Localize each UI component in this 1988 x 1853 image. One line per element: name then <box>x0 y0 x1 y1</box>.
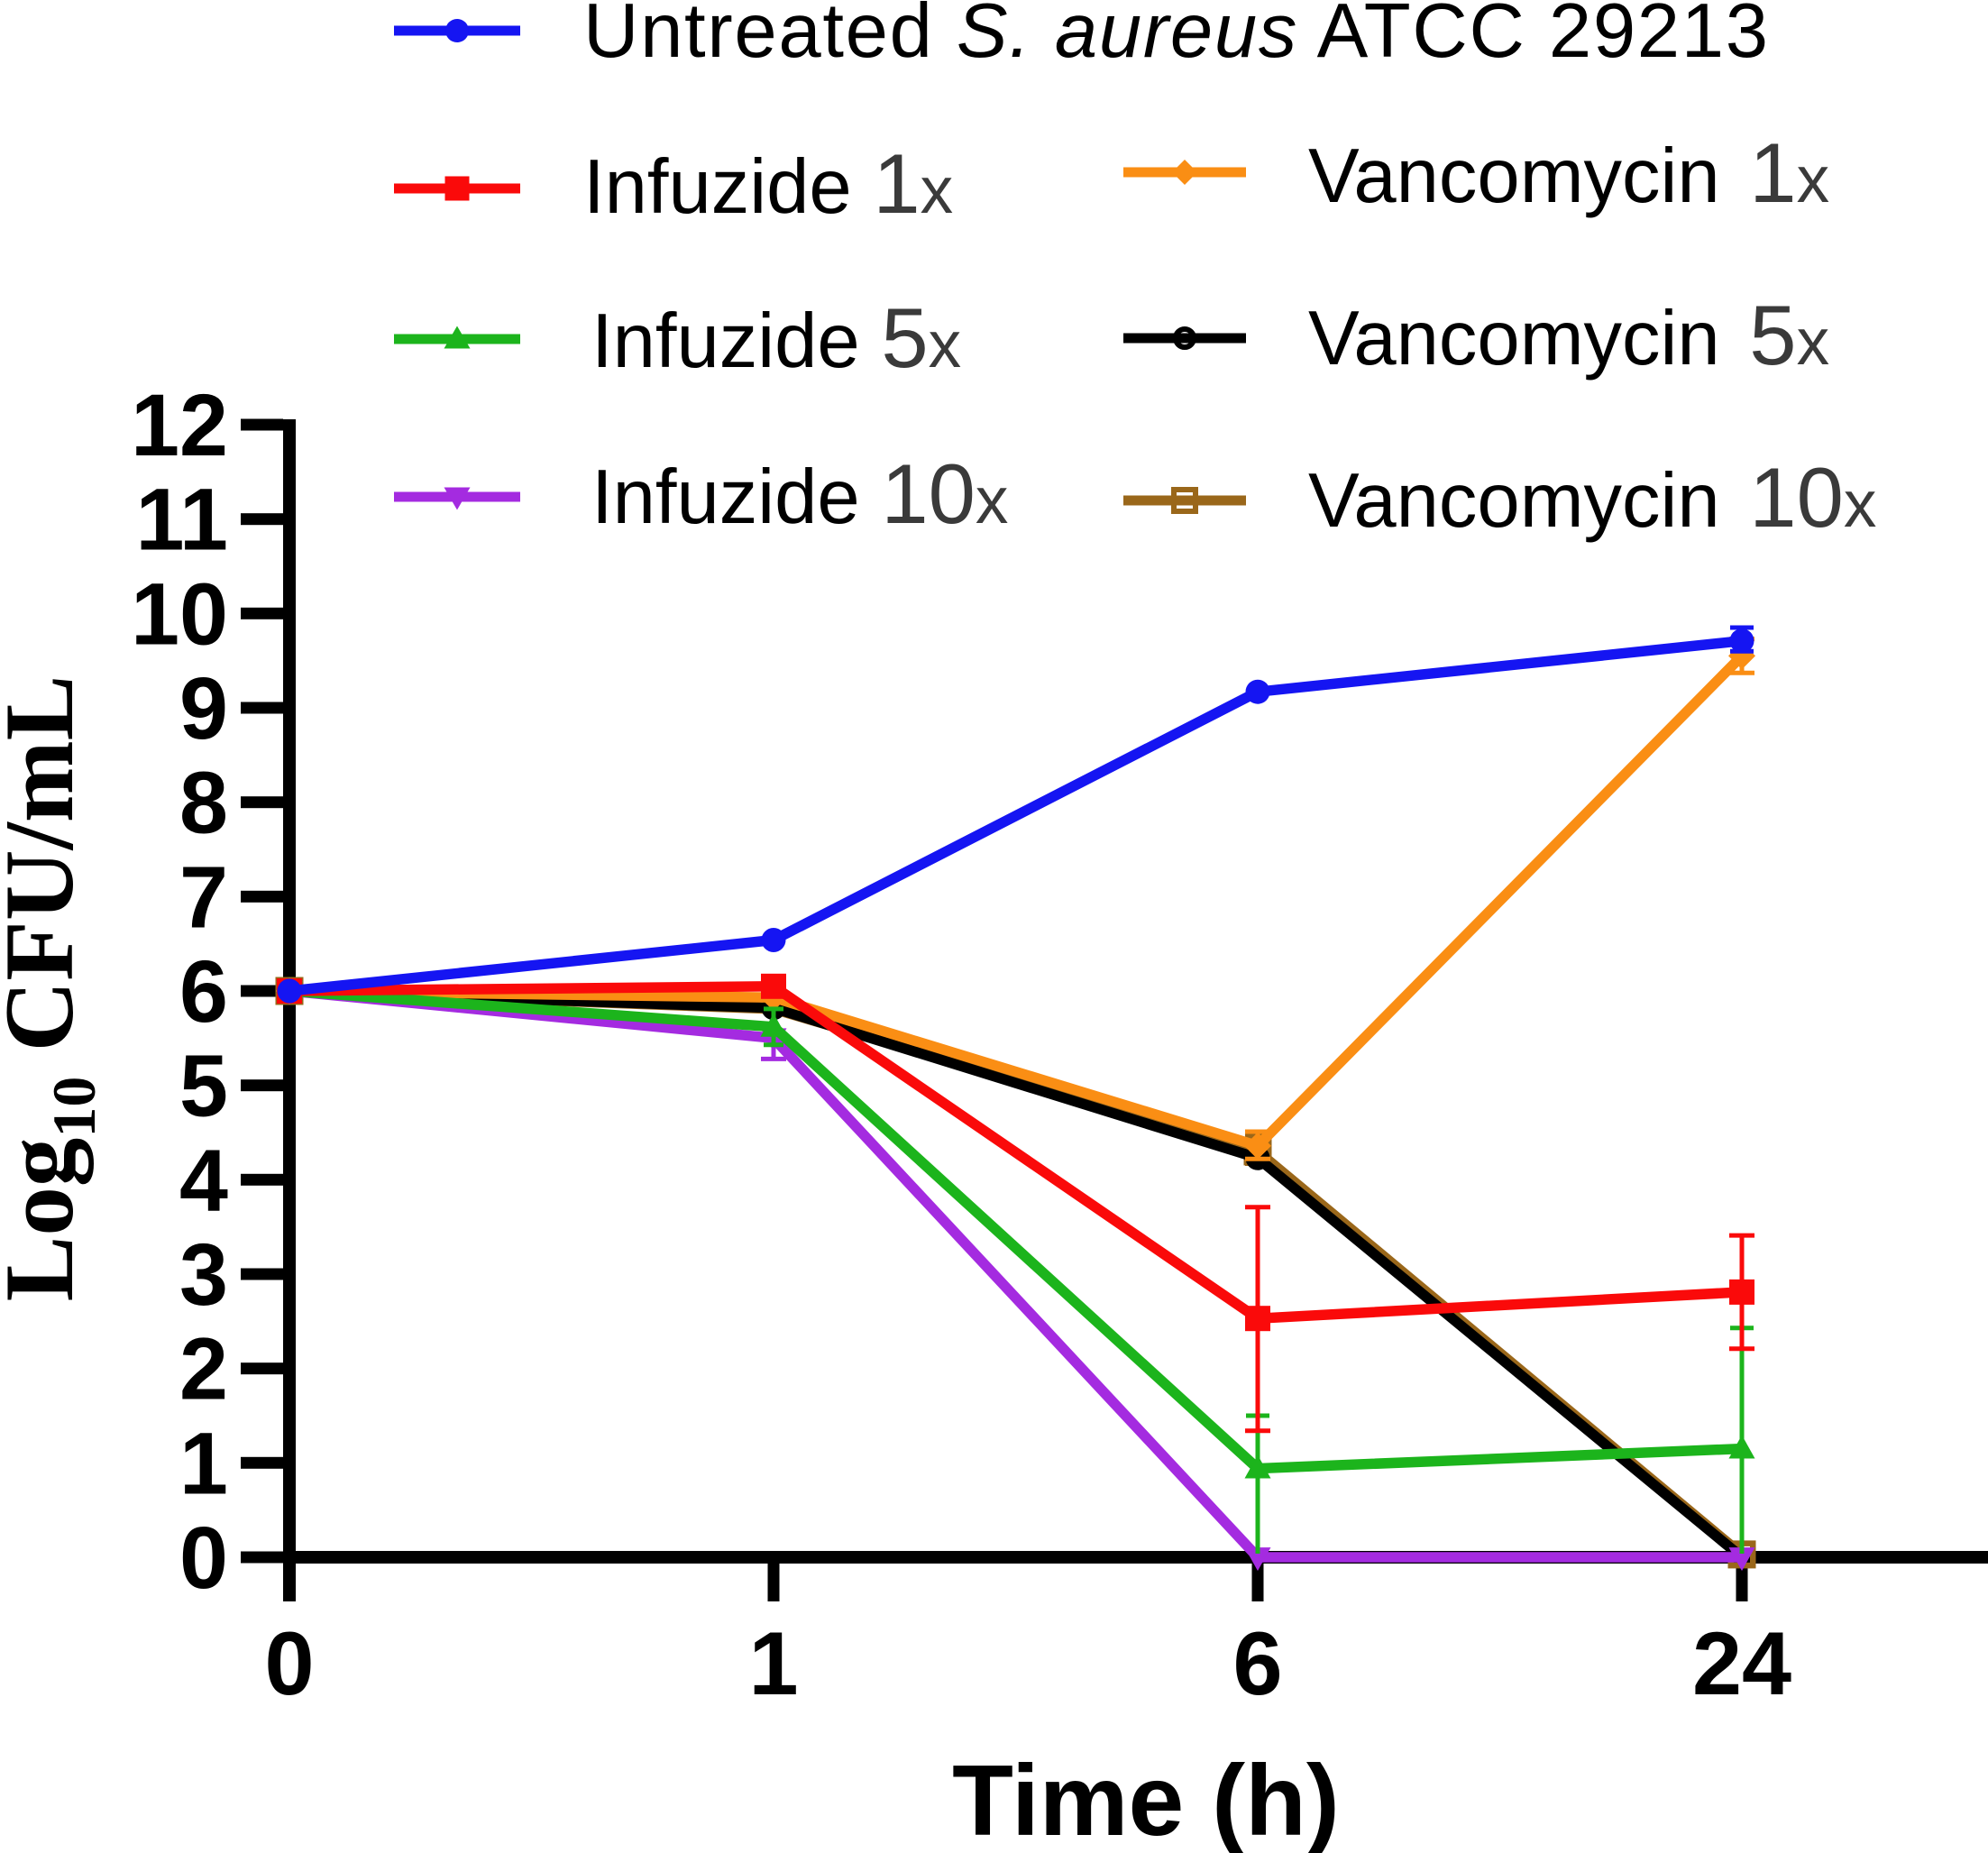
svg-text:24: 24 <box>1692 1613 1791 1713</box>
svg-text:11: 11 <box>135 471 228 569</box>
svg-text:Infuzide 5x: Infuzide 5x <box>591 290 961 385</box>
svg-text:Infuzide 1x: Infuzide 1x <box>583 136 953 231</box>
svg-text:1: 1 <box>748 1613 798 1713</box>
svg-text:Time (h): Time (h) <box>952 1745 1340 1853</box>
svg-text:Vancomycin 10x: Vancomycin 10x <box>1308 450 1876 545</box>
svg-text:Vancomycin 1x: Vancomycin 1x <box>1308 125 1829 220</box>
svg-text:9: 9 <box>179 659 228 757</box>
svg-text:Log10 CFU/mL: Log10 CFU/mL <box>0 675 108 1302</box>
svg-text:0: 0 <box>179 1509 228 1607</box>
svg-text:7: 7 <box>179 848 228 946</box>
svg-text:12: 12 <box>131 376 228 474</box>
svg-text:6: 6 <box>1232 1613 1282 1713</box>
svg-text:6: 6 <box>179 942 228 1041</box>
svg-text:4: 4 <box>179 1131 228 1229</box>
svg-text:1: 1 <box>179 1414 228 1512</box>
svg-text:8: 8 <box>179 754 228 852</box>
svg-text:0: 0 <box>264 1613 314 1713</box>
svg-text:5: 5 <box>179 1037 228 1135</box>
svg-text:10: 10 <box>131 564 228 663</box>
svg-text:Untreated S. aureus ATCC 29213: Untreated S. aureus ATCC 29213 <box>583 0 1770 74</box>
svg-text:3: 3 <box>179 1225 228 1324</box>
svg-text:Infuzide 10x: Infuzide 10x <box>591 446 1008 541</box>
svg-text:Vancomycin 5x: Vancomycin 5x <box>1308 288 1829 382</box>
svg-text:2: 2 <box>179 1320 228 1418</box>
